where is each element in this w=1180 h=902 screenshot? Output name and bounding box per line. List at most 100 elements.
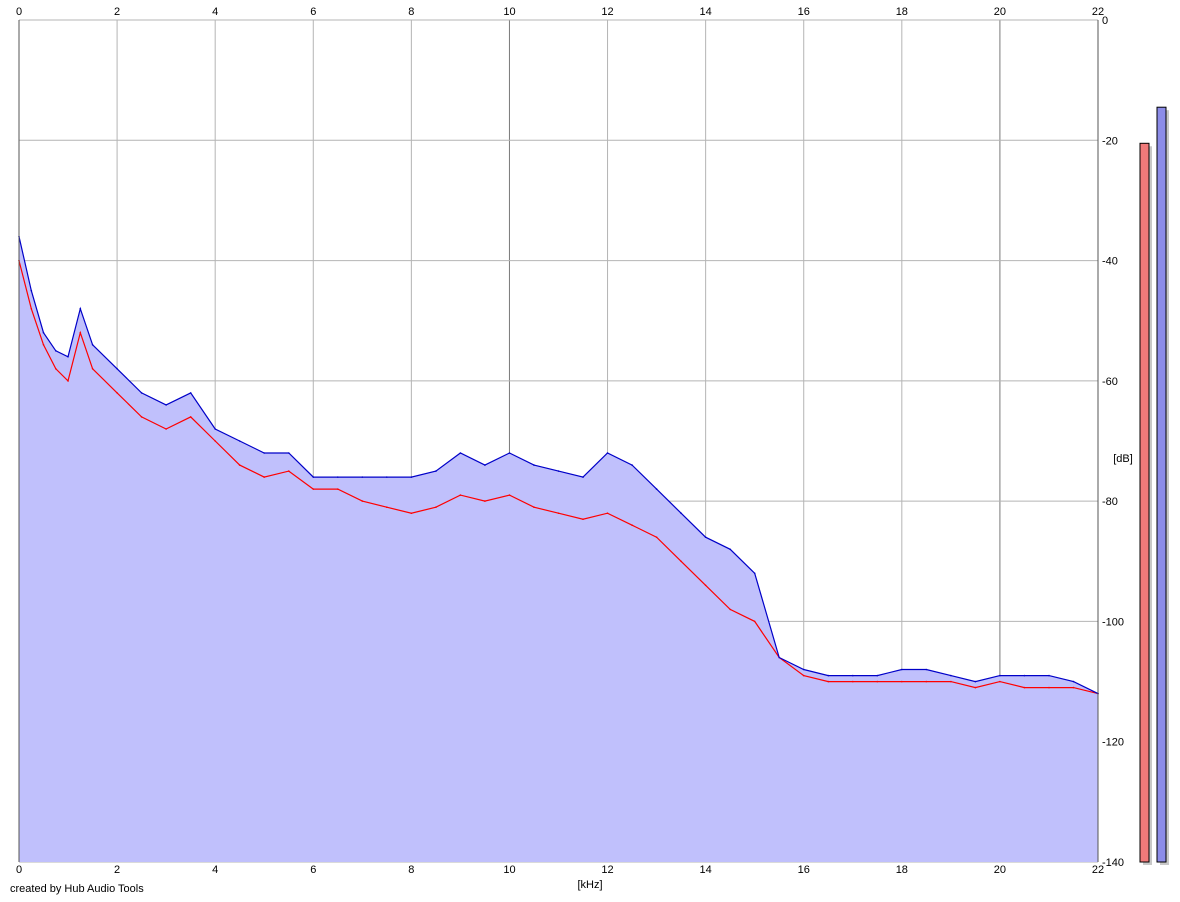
data-point-left [606,512,609,514]
data-point-right [214,428,216,430]
data-point-right [263,452,266,454]
x-tick-label-top: 20 [994,6,1006,18]
data-point-left [116,392,118,394]
data-point-left [974,686,977,689]
y-tick-label: -40 [1102,256,1118,268]
data-point-right [410,476,413,478]
data-point-right [827,674,830,677]
data-point-left [165,428,167,430]
x-tick-label-bottom: 20 [994,864,1006,876]
x-axis-label: [kHz] [577,879,602,891]
spectrum-series [18,235,1099,695]
data-point-right [42,331,45,334]
data-point-right [901,668,903,671]
series-line-left [18,260,1099,695]
data-point-right [631,464,633,466]
data-point-right [1072,680,1075,683]
data-point-left [361,500,364,502]
data-point-right [55,350,57,352]
data-point-right [67,356,69,358]
data-point-left [557,512,560,514]
data-point-left [484,500,486,502]
data-point-right [288,452,290,454]
x-ticks-bottom: 0 2 4 6 8 10 12 14 16 18 20 22 [16,864,1104,876]
data-point-right [999,674,1001,677]
data-point-right [925,668,928,671]
data-point-left [459,494,462,496]
x-tick-label-top: 16 [798,6,810,18]
x-tick-label-bottom: 0 [16,864,22,876]
data-point-right [337,476,339,478]
data-point-left [189,416,192,418]
y-tick-label: -120 [1102,737,1124,749]
x-tick-label-bottom: 6 [310,864,316,876]
x-tick-label-bottom: 22 [1092,864,1104,876]
data-point-left [435,506,437,509]
data-point-right [361,476,364,478]
x-tick-label-top: 18 [896,6,908,18]
data-point-left [901,680,903,683]
data-point-right [876,674,879,677]
data-point-right [435,470,437,472]
data-point-right [778,656,780,659]
data-point-left [925,680,928,683]
data-point-right [974,680,977,683]
data-point-right [950,674,952,677]
data-point-left [852,680,854,683]
x-tick-label-bottom: 14 [700,864,712,876]
data-point-left [753,620,756,623]
data-point-left [312,488,315,490]
data-point-right [30,289,33,292]
y-tick-label: 0 [1102,15,1108,27]
data-point-right [1023,674,1026,677]
data-point-right [189,392,192,394]
data-point-right [386,476,388,478]
x-tick-label-top: 6 [310,6,316,18]
data-point-right [680,512,682,514]
data-point-right [606,452,609,454]
data-point-left [680,560,682,563]
data-point-left [238,464,241,466]
x-tick-label-top: 22 [1092,6,1104,18]
x-tick-label-bottom: 16 [798,864,810,876]
y-tick-label: -80 [1102,496,1118,508]
data-point-right [533,464,535,466]
x-tick-label-top: 0 [16,6,22,18]
x-tick-label-top: 12 [601,6,613,18]
data-point-right [729,548,731,551]
data-point-left [1048,686,1050,689]
data-point-right [79,307,82,310]
y-tick-label: -100 [1102,616,1124,628]
data-point-right [508,452,511,454]
data-point-right [802,668,805,671]
data-point-right [165,404,167,406]
x-tick-label-top: 8 [408,6,414,18]
data-point-left [508,494,511,496]
spectrum-area [19,236,1098,862]
data-point-left [729,608,731,611]
y-tick-label: -20 [1102,135,1118,147]
data-point-right [582,476,584,478]
data-point-left [631,524,633,526]
data-point-left [67,380,69,382]
data-point-left [410,512,413,514]
credit-text: created by Hub Audio Tools [10,883,144,895]
data-point-left [655,536,658,538]
y-tick-label: -60 [1102,376,1118,388]
data-point-left [288,470,290,472]
y-tick-label: -140 [1102,857,1124,869]
data-point-left [582,518,584,520]
x-tick-label-bottom: 2 [114,864,120,876]
data-point-right [484,464,486,466]
spectrum-fill [19,236,1098,862]
data-point-left [533,506,535,509]
x-tick-label-top: 4 [212,6,218,18]
data-point-left [999,680,1001,683]
data-point-left [214,440,216,442]
data-point-left [704,584,707,587]
data-point-right [753,572,756,575]
x-tick-label-top: 14 [700,6,712,18]
data-point-left [30,307,33,310]
data-point-left [827,680,830,683]
y-ticks: 0 -20 -40 -60 -80 -100 -120 -140 [1102,15,1124,869]
